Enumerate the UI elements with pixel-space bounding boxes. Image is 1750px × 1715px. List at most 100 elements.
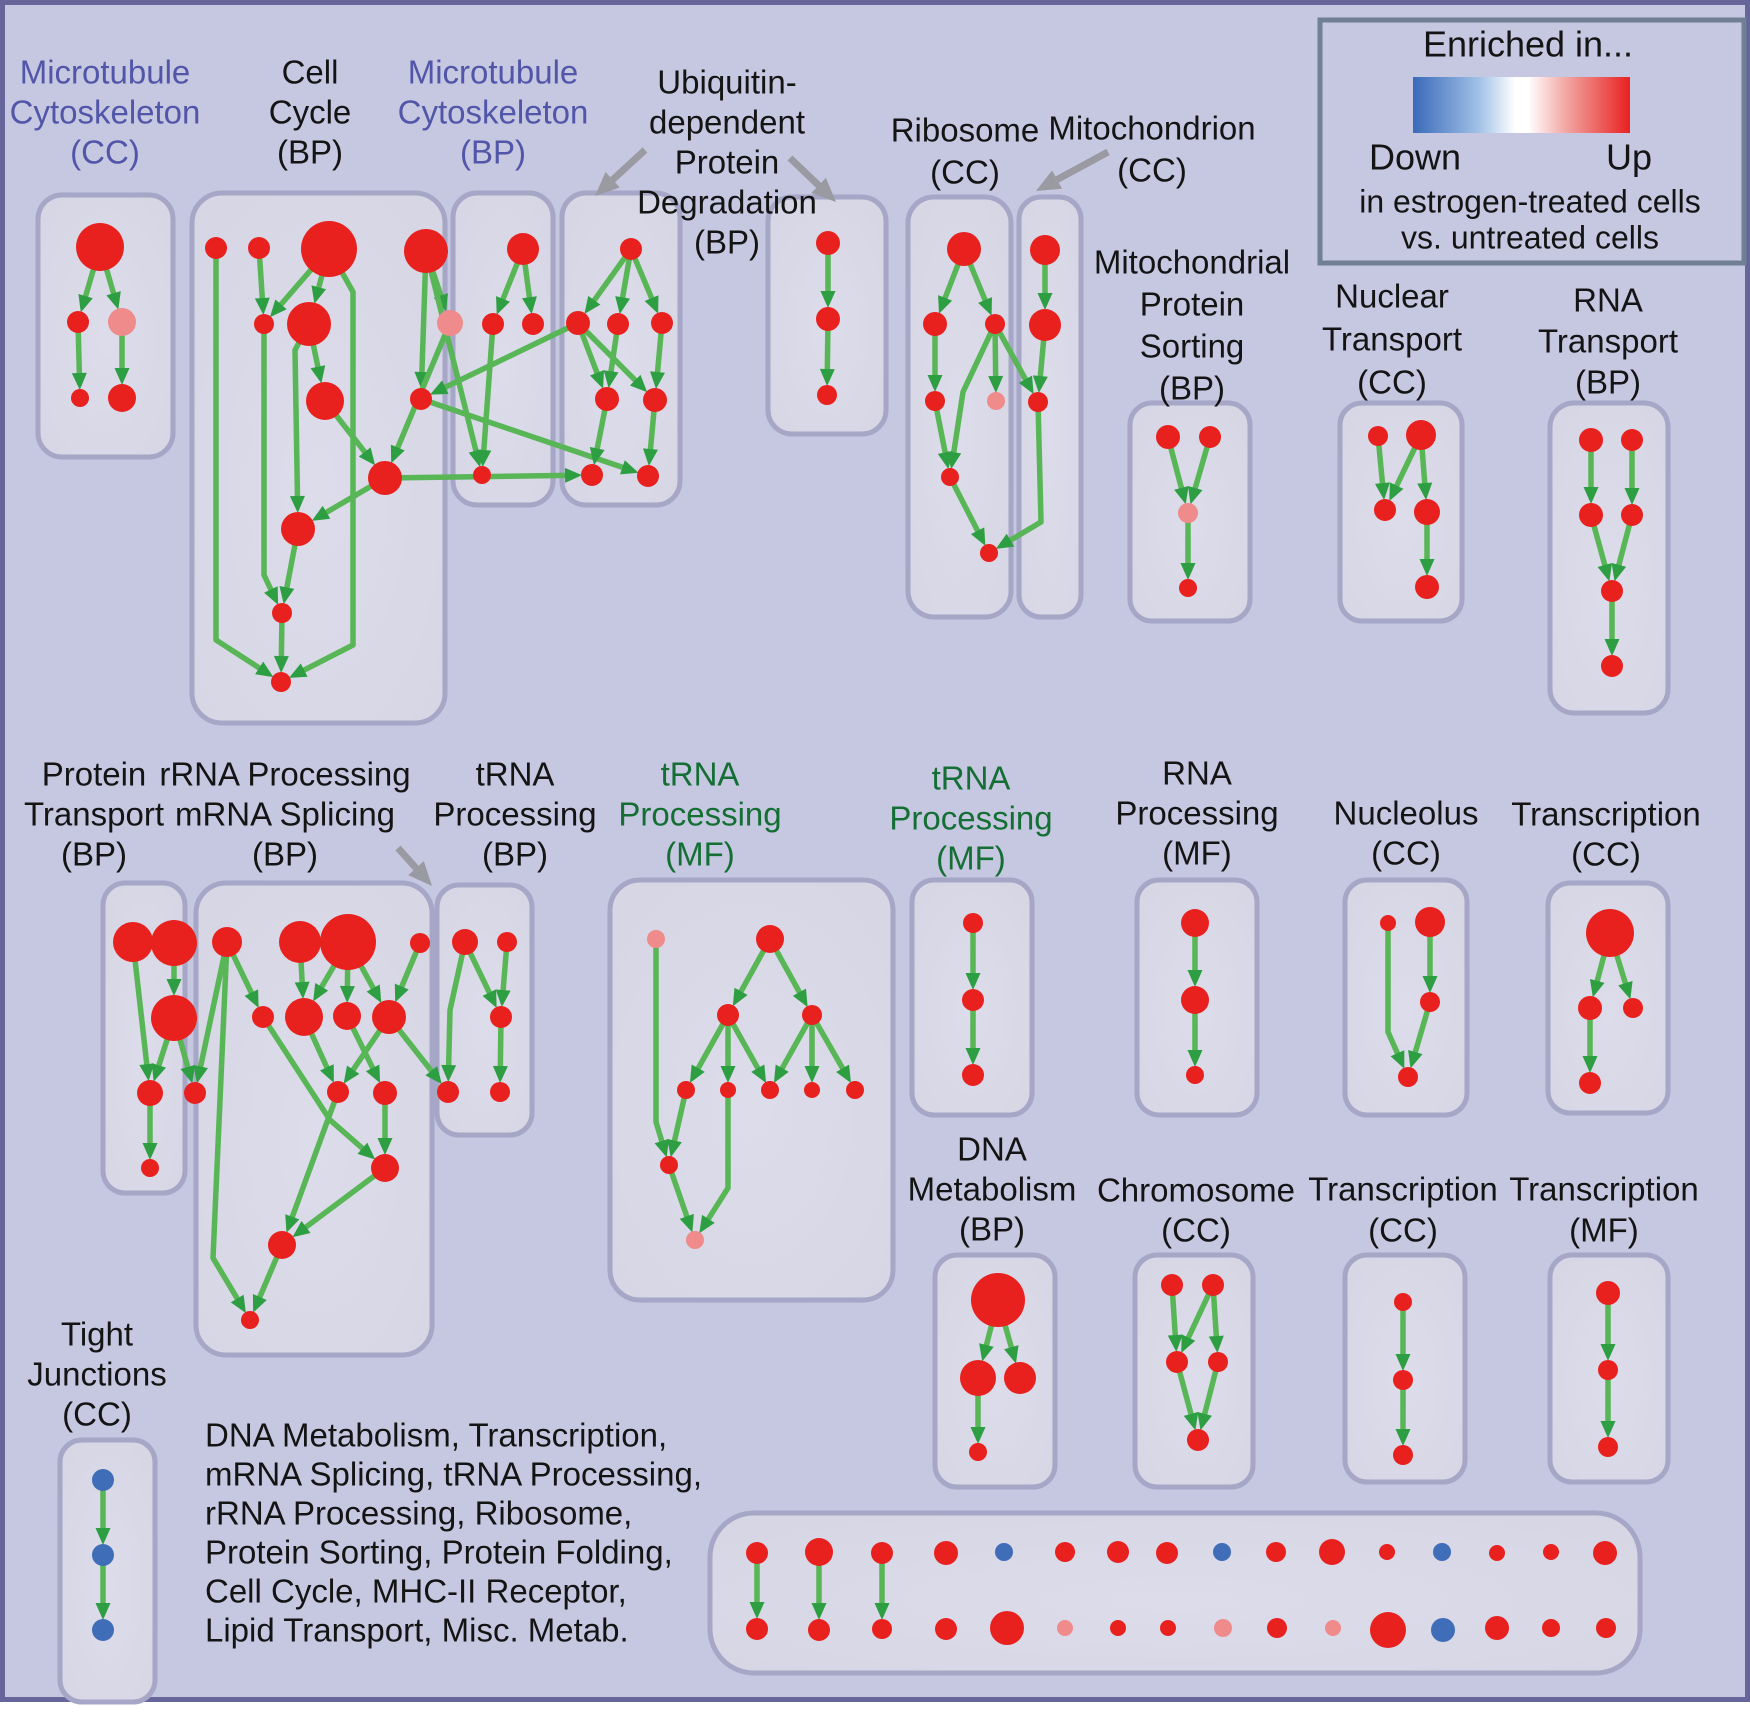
edge-arrowhead-nu1-nu2 bbox=[1422, 976, 1438, 993]
cluster-label-line-rrna-2: mRNA Splicing bbox=[175, 796, 395, 833]
edge-arrowhead-f3-f7 bbox=[804, 1066, 820, 1083]
node-s3b bbox=[872, 1619, 892, 1639]
edge-arrowhead-tbp0-tbp3 bbox=[441, 1064, 457, 1083]
edge-arrowhead-tj1-tj2 bbox=[95, 1603, 111, 1620]
node-s13b bbox=[1431, 1618, 1455, 1642]
node-ch3 bbox=[1208, 1352, 1228, 1372]
node-tm2 bbox=[962, 1064, 984, 1086]
node-dm1 bbox=[960, 1360, 996, 1396]
pointer-arrowhead-3 bbox=[1036, 170, 1063, 191]
cluster-label-line-tbp-3: (BP) bbox=[482, 836, 548, 873]
node-rr2 bbox=[320, 914, 376, 970]
edge-arrowhead-mps1-mps2 bbox=[1188, 485, 1203, 505]
edge-rr8-rr11 bbox=[288, 1091, 341, 1221]
node-tbp1 bbox=[497, 932, 517, 952]
node-tb0 bbox=[1394, 1293, 1412, 1311]
edge-arrowhead-pt2-pt3 bbox=[151, 1063, 166, 1082]
edge-rib5-rib6 bbox=[947, 475, 982, 535]
edge-rr10-rr11 bbox=[301, 1165, 387, 1232]
edge-mtbp1-mtbp3 bbox=[480, 323, 496, 454]
node-s7t bbox=[1107, 1541, 1129, 1563]
edge-arrowhead-nt1-nt2 bbox=[1389, 482, 1404, 501]
node-rp1 bbox=[1181, 986, 1209, 1014]
edge-arrowhead-rr4-rr10 bbox=[357, 1142, 376, 1160]
cluster-box-b-mito bbox=[1016, 194, 1084, 620]
legend-down-label: Down bbox=[1369, 137, 1461, 178]
node-pt0 bbox=[113, 922, 153, 962]
edges bbox=[71, 243, 1640, 1620]
node-tbp3 bbox=[437, 1081, 459, 1103]
node-mtcc0 bbox=[76, 223, 124, 271]
node-nu2 bbox=[1420, 992, 1440, 1012]
node-rib1 bbox=[923, 312, 947, 336]
cluster-box-b-chr bbox=[1132, 1252, 1256, 1490]
node-dm2 bbox=[1004, 1362, 1036, 1394]
edge-cc6-cc9 bbox=[394, 321, 453, 452]
edge-arrowhead-rr10-rr11 bbox=[292, 1221, 311, 1238]
node-nu0 bbox=[1380, 915, 1396, 931]
node-s11b bbox=[1325, 1620, 1341, 1636]
node-rr12 bbox=[241, 1311, 259, 1329]
node-tbp0 bbox=[452, 929, 478, 955]
node-ta3 bbox=[1579, 1072, 1601, 1094]
node-f4 bbox=[677, 1081, 695, 1099]
node-rr10 bbox=[371, 1154, 399, 1182]
node-s14t bbox=[1489, 1545, 1505, 1561]
edge-arrowhead-mps0-mps2 bbox=[1174, 485, 1189, 505]
edge-arrowhead-rr0-rr12 bbox=[230, 1294, 246, 1314]
node-tj0 bbox=[92, 1469, 114, 1491]
cluster-label-line-ub-1: Ubiquitin- bbox=[657, 64, 796, 101]
edge-arrowhead-ub1-cc8 bbox=[430, 380, 449, 395]
node-rib2 bbox=[985, 314, 1005, 334]
cluster-box-b-nt bbox=[1337, 400, 1465, 624]
node-cc2 bbox=[301, 221, 357, 277]
node-nt4 bbox=[1415, 575, 1439, 599]
cluster-label-line-tcc2-1: Transcription bbox=[1308, 1171, 1498, 1208]
edge-arrowhead-cc11-cc12 bbox=[273, 655, 289, 674]
node-s8t bbox=[1156, 1542, 1178, 1564]
edge-arrowhead-f2-f6 bbox=[751, 1064, 767, 1084]
misc-text-line-3: rRNA Processing, Ribosome, bbox=[205, 1495, 632, 1532]
node-f10 bbox=[686, 1231, 704, 1249]
cluster-label-line-tmf2-2: Processing bbox=[889, 800, 1052, 837]
edge-arrowhead-s2t-s2b bbox=[811, 1603, 827, 1620]
edge-arrowhead-ch0-ch2 bbox=[1167, 1334, 1183, 1353]
cluster-label-line-mtbp-2: Cytoskeleton bbox=[398, 94, 589, 131]
legend-box bbox=[1317, 17, 1747, 266]
node-s11t bbox=[1319, 1539, 1345, 1565]
edge-arrowhead-f5-f10 bbox=[699, 1214, 715, 1234]
edge-cc3-mtbp3 bbox=[423, 250, 480, 455]
node-mtbp3 bbox=[473, 466, 491, 484]
pointer-arrowhead-4 bbox=[408, 861, 432, 886]
edge-arrowhead-cc4-cc11 bbox=[264, 586, 279, 605]
edge-arrowhead-mtbp1-mtbp3 bbox=[476, 449, 492, 468]
edge-arrowhead-ub1-ub4 bbox=[590, 370, 605, 389]
edge-arrowhead-nt1-nt3 bbox=[1417, 482, 1433, 501]
node-pt3 bbox=[137, 1080, 163, 1106]
node-rr4 bbox=[252, 1006, 274, 1028]
node-s15b bbox=[1542, 1619, 1560, 1637]
node-cc7 bbox=[306, 382, 344, 420]
node-rr7 bbox=[372, 1000, 406, 1034]
edge-arrowhead-cc2-cc5 bbox=[311, 285, 327, 304]
cluster-box-b-mtbp bbox=[450, 190, 556, 508]
edge-arrowhead-ub5-ub7 bbox=[643, 448, 658, 467]
node-tc0 bbox=[1596, 1281, 1620, 1305]
cluster-label-line-ub-4: Degradation bbox=[637, 184, 817, 221]
edge-arrowhead-tc0-tc1 bbox=[1600, 1344, 1616, 1361]
node-ubv2 bbox=[817, 385, 837, 405]
edge-rib2-rib5 bbox=[950, 322, 998, 456]
node-s4t bbox=[934, 1541, 958, 1565]
node-rt3 bbox=[1621, 504, 1643, 526]
cluster-label-chr: Chromosome(CC) bbox=[1097, 1172, 1295, 1249]
edge-arrowhead-cc5-cc10 bbox=[289, 495, 305, 514]
cluster-label-line-ub-3: Protein bbox=[675, 144, 780, 181]
edge-arrowhead-ch1-ch2 bbox=[1181, 1334, 1196, 1353]
legend-subtitle-line1: in estrogen-treated cells bbox=[1359, 183, 1701, 219]
cluster-label-line-nt-2: Transport bbox=[1322, 321, 1462, 358]
edge-arrowhead-rr0-rr4 bbox=[244, 989, 259, 1008]
edge-ub1-ub5 bbox=[576, 321, 640, 385]
cluster-label-line-nuc-1: Nucleolus bbox=[1334, 795, 1479, 832]
node-s5t bbox=[995, 1543, 1013, 1561]
